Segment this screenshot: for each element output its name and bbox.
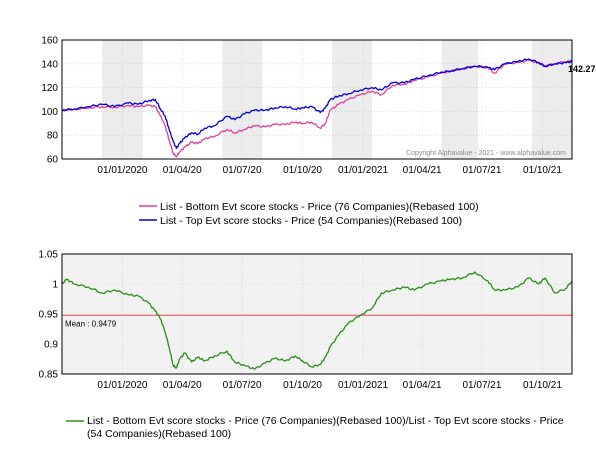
shaded-bands [102, 40, 572, 159]
series-line-1 [61, 59, 573, 158]
legend-label-ratio: List - Bottom Evt score stocks - Price (… [87, 415, 566, 440]
legend-label-top: List - Top Evt score stocks - Price (54 … [160, 215, 462, 227]
y-tick-label: 140 [41, 59, 58, 70]
y-tick-label: 0.95 [39, 310, 59, 321]
mean-label: Mean : 0.9479 [65, 319, 117, 328]
y-tick-label: 0.85 [39, 370, 59, 381]
y-tick-label: 100 [41, 107, 58, 118]
series-lines [61, 58, 573, 158]
shaded-band [441, 40, 479, 159]
x-tick-label: 01/10/20 [283, 380, 322, 391]
y-tick-label: 0.9 [44, 340, 58, 351]
x-tick-label: 01/04/21 [403, 165, 442, 176]
copyright-note: Copyright Alphavalue - 2021 - www.alphav… [406, 150, 566, 157]
x-tick-label: 01/04/21 [403, 380, 442, 391]
shaded-band [222, 40, 263, 159]
series-line-1 [61, 271, 573, 370]
y-tick-label: 120 [41, 83, 58, 94]
x-tick-label: 01/07/21 [462, 165, 501, 176]
legend-label-ratio-line2: (54 Companies)(Rebased 100) [87, 428, 231, 440]
x-tick-label: 01/07/20 [223, 165, 262, 176]
x-tick-label: 01/04/20 [163, 165, 202, 176]
shaded-band [332, 40, 373, 159]
series-lines [61, 271, 573, 370]
x-tick-label: 01/01/2021 [338, 165, 388, 176]
y-tick-label: 160 [41, 36, 58, 47]
shaded-band [102, 40, 143, 159]
x-tick-label: 01/10/21 [523, 380, 562, 391]
shaded-band [531, 40, 572, 159]
x-tick-label: 01/07/21 [462, 380, 501, 391]
legend-label-ratio-line1: List - Bottom Evt score stocks - Price (… [87, 415, 564, 427]
x-tick-label: 01/10/20 [283, 165, 322, 176]
x-tick-label: 01/01/2020 [97, 380, 147, 391]
legend: List - Bottom Evt score stocks - Price (… [139, 201, 479, 227]
ratio-chart: Mean : 0.9479 0.85 0.9 0.95 1 1.05 01/01/202… [39, 250, 573, 440]
x-tick-label: 01/07/20 [223, 380, 262, 391]
legend: List - Bottom Evt score stocks - Price (… [66, 415, 566, 440]
x-tick-label: 01/01/2021 [338, 380, 388, 391]
y-tick-label: 1 [52, 280, 58, 291]
y-tick-label: 80 [47, 131, 59, 142]
y-tick-label: 60 [47, 155, 59, 166]
series-line-2 [61, 58, 573, 149]
y-tick-label: 1.05 [39, 250, 59, 261]
x-tick-label: 01/10/21 [523, 165, 562, 176]
end-value-label: 142.27 [568, 64, 596, 74]
x-tick-labels: 01/01/2020 01/04/20 01/07/20 01/10/20 01/01/… [97, 380, 562, 391]
price-chart: 60 80 100 120 140 160 01/01/2020 01/04/20 01/07… [41, 36, 595, 228]
legend-label-bottom: List - Bottom Evt score stocks - Price (… [160, 201, 479, 213]
x-tick-labels: 01/01/2020 01/04/20 01/07/20 01/10/20 01/01/… [97, 165, 562, 176]
x-tick-label: 01/04/20 [163, 380, 202, 391]
plot-frame [61, 39, 573, 160]
x-tick-label: 01/01/2020 [97, 165, 147, 176]
plot-frame [61, 253, 573, 375]
y-tick-labels: 60 80 100 120 140 160 [41, 36, 58, 166]
y-tick-labels: 0.85 0.9 0.95 1 1.05 [39, 250, 59, 381]
